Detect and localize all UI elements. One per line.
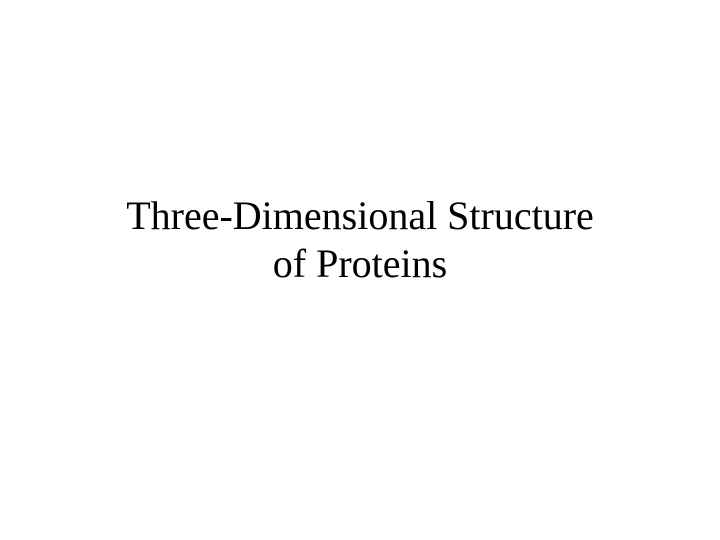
title-line-2: of Proteins [273, 241, 447, 286]
slide-title: Three-Dimensional Structure of Proteins [60, 192, 660, 288]
title-line-1: Three-Dimensional Structure [126, 193, 594, 238]
slide-container: Three-Dimensional Structure of Proteins [0, 192, 720, 288]
